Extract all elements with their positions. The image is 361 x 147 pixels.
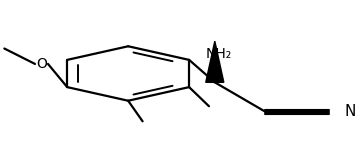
Text: NH₂: NH₂ xyxy=(205,47,231,61)
Text: O: O xyxy=(36,57,47,71)
Text: N: N xyxy=(345,104,356,119)
Polygon shape xyxy=(206,41,224,82)
